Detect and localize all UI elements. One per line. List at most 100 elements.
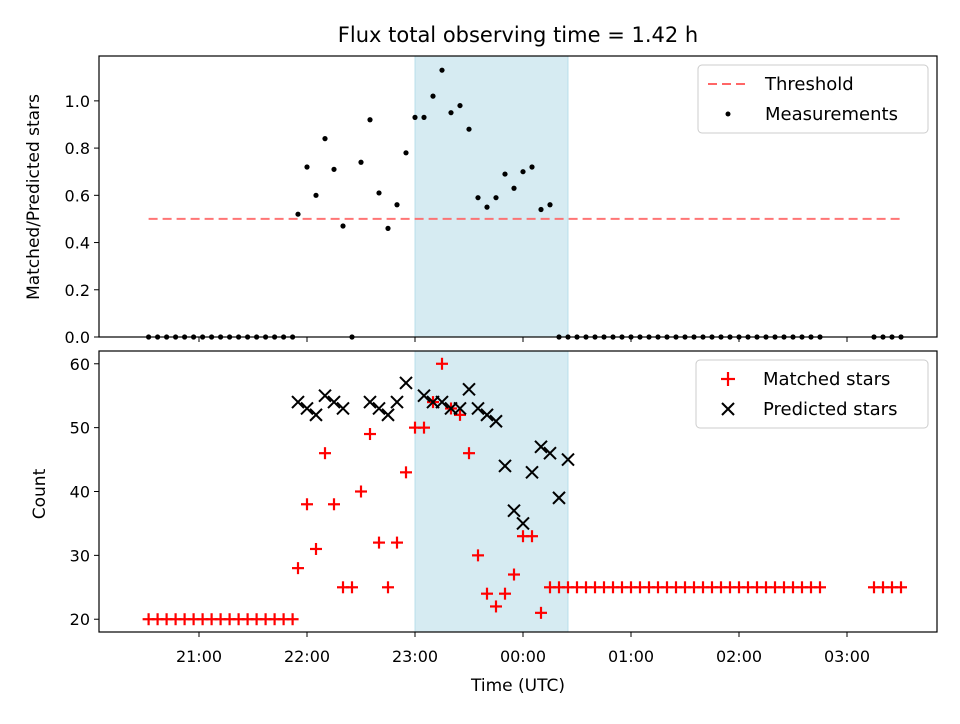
measurement-point [313,192,319,198]
top-panel: 0.0 0.2 0.4 0.6 0.8 1.0 Matched/Predicted sta… [24,55,938,347]
predicted-star-point [327,395,341,409]
top-y-tick-label: 0.6 [65,186,90,205]
predicted-stars-points [291,376,575,531]
predicted-star-point [372,401,386,416]
top-y-tick-label: 1.0 [65,92,90,111]
matched-star-point [490,600,502,613]
matched-star-point [814,581,826,594]
measurement-point [484,204,490,210]
measurement-point [421,114,427,120]
top-axes-frame [98,55,938,338]
measurement-point [475,195,481,201]
matched-star-point [346,581,358,594]
predicted-star-point [471,401,485,416]
matched-star-point [382,581,394,594]
bottom-y-tick-label: 30 [70,546,90,565]
matched-stars-points [142,357,907,626]
measurement-points [146,67,904,340]
matched-star-point [373,536,385,549]
measurement-point [295,211,301,217]
measurement-point [520,169,526,175]
matched-star-point [391,536,403,549]
bottom-x-tick-label: 00:00 [500,647,546,666]
legend-measurements-swatch [725,111,731,117]
bottom-x-tick-label: 21:00 [176,647,222,666]
legend-matched-label: Matched stars [763,369,890,390]
bottom-y-tick-label: 50 [70,419,90,438]
matched-star-point [895,581,907,594]
bottom-x-tick-label: 01:00 [608,647,654,666]
predicted-star-point [480,408,494,422]
x-axis-label: Time (UTC) [470,676,565,696]
measurement-point [511,185,517,191]
predicted-star-point [399,376,413,390]
matched-star-point [364,428,376,441]
matched-star-point [481,587,493,600]
predicted-star-point [417,388,431,403]
top-legend-box [697,64,929,134]
bottom-x-ticks: 21:00 22:00 23:00 00:00 01:00 02:00 03:00 [176,632,870,666]
top-shaded-region [414,55,569,338]
predicted-star-point [318,388,332,403]
measurement-point [457,102,463,109]
matched-star-point [400,466,412,479]
matched-star-point [508,568,520,581]
bottom-y-axis-label: Count [30,468,50,519]
predicted-star-point [462,382,476,397]
predicted-star-point [390,395,404,409]
predicted-star-point [300,401,314,416]
bottom-legend: Matched stars Predicted stars [695,359,929,429]
top-legend: Threshold Measurements [697,64,929,134]
predicted-star-point [381,408,395,422]
bottom-x-tick-label: 22:00 [284,647,330,666]
top-y-axis-label: Matched/Predicted stars [24,94,44,300]
measurement-point [340,223,346,229]
measurement-point [304,164,310,170]
predicted-star-point [291,395,305,409]
top-y-tick-label: 0.4 [65,234,90,253]
matched-star-point [319,447,331,460]
measurement-point [358,159,364,165]
predicted-star-point [525,465,539,480]
matched-star-point [286,613,299,626]
measurement-point [367,117,373,123]
measurement-point [538,206,544,213]
predicted-star-point [435,395,449,409]
predicted-star-point [363,395,377,409]
matched-star-point [292,562,304,575]
matched-star-point [301,498,313,511]
predicted-star-point [453,401,467,416]
measurement-point [439,67,445,73]
top-y-tick-label: 0.2 [65,281,90,300]
matched-star-point [328,498,340,511]
legend-measurements-label: Measurements [765,104,898,125]
measurement-point [331,166,337,172]
bottom-x-tick-label: 23:00 [392,647,438,666]
measurement-point [448,110,454,116]
measurement-point [394,202,400,208]
top-y-tick-label: 0.8 [65,139,90,158]
predicted-star-point [534,440,548,454]
predicted-star-point [507,503,521,518]
matched-star-point [436,357,448,370]
chart-title: Flux total observing time = 1.42 h [338,23,698,47]
legend-matched-swatch [721,372,735,386]
bottom-panel: 20 30 40 50 60 21:00 22:00 23:00 00:00 01:00 02:0… [30,350,938,696]
bottom-x-tick-label: 03:00 [824,647,870,666]
measurement-point [430,93,436,99]
matched-star-point [526,530,538,543]
top-y-ticks: 0.0 0.2 0.4 0.6 0.8 1.0 [65,92,99,347]
predicted-star-point [309,408,323,422]
bottom-shaded-region [414,350,569,633]
predicted-star-point [552,491,566,505]
legend-predicted-label: Predicted stars [763,399,897,420]
legend-predicted-swatch [721,402,735,416]
measurement-point [547,202,553,208]
measurement-point [376,190,382,196]
bottom-axes-frame [98,350,938,633]
bottom-legend-box [695,359,929,429]
bottom-y-tick-label: 20 [70,610,90,629]
measurement-point [385,225,391,231]
matched-star-point [418,421,430,434]
